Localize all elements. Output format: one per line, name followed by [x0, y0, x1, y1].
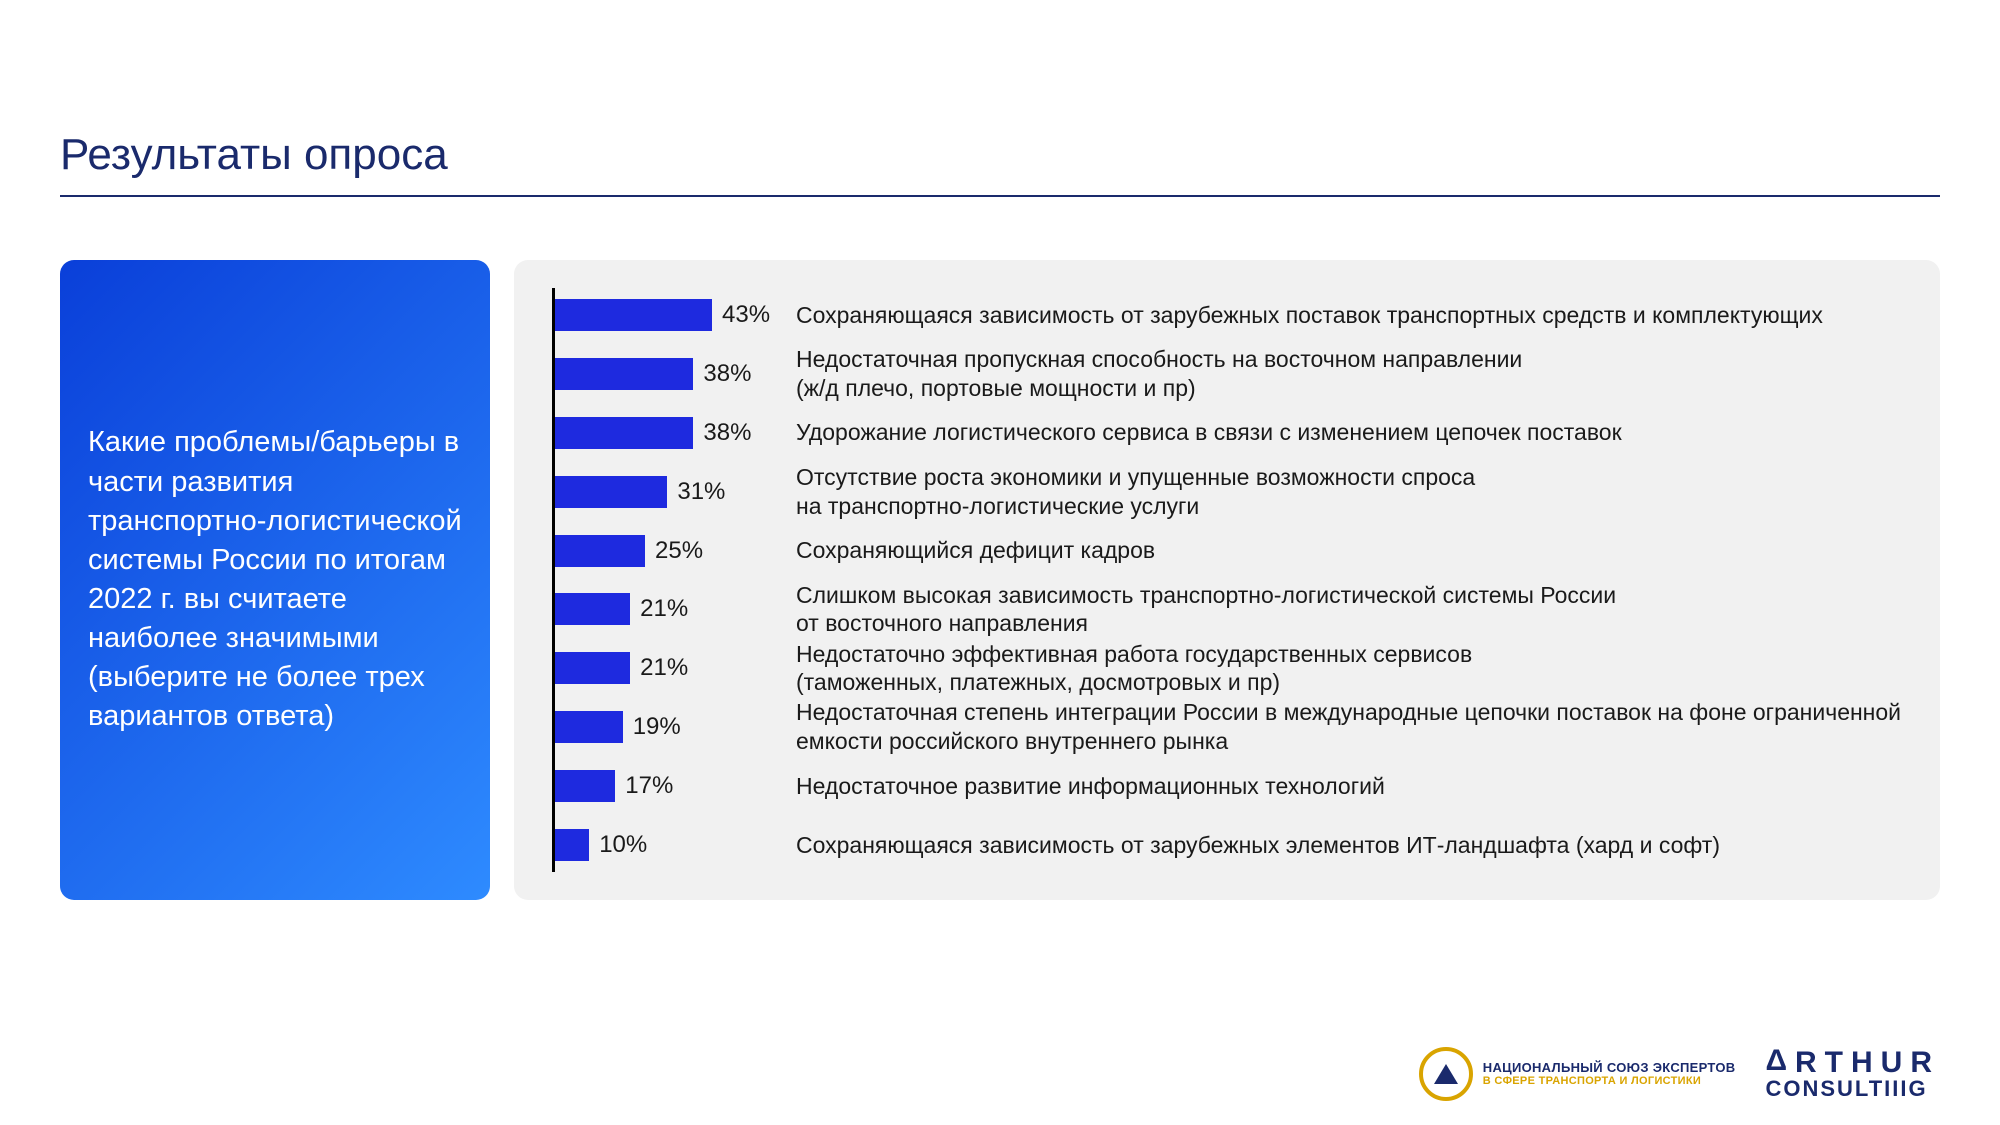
bar-area: 38%: [552, 417, 782, 449]
bar-value-label: 38%: [703, 419, 763, 447]
bar: [552, 417, 693, 449]
chart-box: 43% Сохраняющаяся зависимость от зарубежн…: [514, 260, 1940, 900]
logo1-line1: НАЦИОНАЛЬНЫЙ СОЮЗ ЭКСПЕРТОВ: [1483, 1061, 1736, 1074]
logo-arthur-consulting: ΔRTHUR CONSULTIIIG: [1765, 1048, 1940, 1100]
bar: [552, 358, 693, 390]
page-title: Результаты опроса: [60, 130, 448, 180]
bar-area: 38%: [552, 358, 782, 390]
logo-ring-icon: [1419, 1047, 1473, 1101]
title-underline: [60, 195, 1940, 197]
bar-row-label: Отсутствие роста экономики и упущенные в…: [796, 463, 1475, 521]
bar-row-label: Сохраняющаяся зависимость от зарубежных …: [796, 831, 1720, 860]
chart-row: 17% Недостаточное развитие информационных…: [552, 759, 1910, 813]
bar-area: 10%: [552, 829, 782, 861]
bar-row-label: Недостаточное развитие информационных те…: [796, 772, 1385, 801]
logo1-text: НАЦИОНАЛЬНЫЙ СОЮЗ ЭКСПЕРТОВ В СФЕРЕ ТРАН…: [1483, 1061, 1736, 1087]
bar-value-label: 31%: [677, 478, 737, 506]
chart-row: 21% Недостаточно эффективная работа госуд…: [552, 641, 1910, 695]
logo-national-union: НАЦИОНАЛЬНЫЙ СОЮЗ ЭКСПЕРТОВ В СФЕРЕ ТРАН…: [1419, 1047, 1736, 1101]
chart-row: 19% Недостаточная степень интеграции Росс…: [552, 700, 1910, 754]
chart-rows: 43% Сохраняющаяся зависимость от зарубежн…: [552, 288, 1910, 872]
logo1-line2: В СФЕРЕ ТРАНСПОРТА И ЛОГИСТИКИ: [1483, 1076, 1736, 1087]
question-box: Какие проблемы/барьеры в части развития …: [60, 260, 490, 900]
chart-row: 31% Отсутствие роста экономики и упущенны…: [552, 465, 1910, 519]
bar-area: 21%: [552, 593, 782, 625]
bar: [552, 711, 623, 743]
question-text: Какие проблемы/барьеры в части развития …: [88, 423, 462, 736]
bar: [552, 535, 645, 567]
bar-value-label: 10%: [599, 831, 659, 859]
bar: [552, 593, 630, 625]
chart-row: 43% Сохраняющаяся зависимость от зарубежн…: [552, 288, 1910, 342]
logo2-line2: CONSULTIIIG: [1765, 1078, 1940, 1100]
bar-area: 25%: [552, 535, 782, 567]
logo-triangle-icon: [1434, 1064, 1458, 1084]
bar-area: 19%: [552, 711, 782, 743]
bar-row-label: Удорожание логистического сервиса в связ…: [796, 418, 1622, 447]
footer: НАЦИОНАЛЬНЫЙ СОЮЗ ЭКСПЕРТОВ В СФЕРЕ ТРАН…: [1419, 1047, 1940, 1101]
bar: [552, 476, 667, 508]
bar-area: 43%: [552, 299, 782, 331]
bar-row-label: Сохраняющаяся зависимость от зарубежных …: [796, 301, 1823, 330]
bar-area: 31%: [552, 476, 782, 508]
chart-y-axis: [552, 288, 555, 872]
bar-value-label: 43%: [722, 301, 782, 329]
bar: [552, 829, 589, 861]
bar-area: 17%: [552, 770, 782, 802]
bar: [552, 652, 630, 684]
chart-row: 10% Сохраняющаяся зависимость от зарубежн…: [552, 818, 1910, 872]
slide: Результаты опроса Какие проблемы/барьеры…: [0, 0, 2000, 1125]
bar-row-label: Недостаточно эффективная работа государс…: [796, 640, 1472, 698]
logo2-line1: ΔRTHUR: [1765, 1048, 1940, 1078]
chart-row: 38% Удорожание логистического сервиса в с…: [552, 406, 1910, 460]
chart-row: 38% Недостаточная пропускная способность …: [552, 347, 1910, 401]
bar-value-label: 21%: [640, 595, 700, 623]
bar-value-label: 19%: [633, 713, 693, 741]
bar: [552, 299, 712, 331]
bar-area: 21%: [552, 652, 782, 684]
bar-value-label: 17%: [625, 772, 685, 800]
chart-row: 21% Слишком высокая зависимость транспорт…: [552, 582, 1910, 636]
bar-row-label: Слишком высокая зависимость транспортно-…: [796, 581, 1616, 639]
content-area: Какие проблемы/барьеры в части развития …: [60, 260, 1940, 900]
chart-row: 25% Сохраняющийся дефицит кадров: [552, 524, 1910, 578]
bar-row-label: Недостаточная степень интеграции России …: [796, 698, 1910, 756]
bar-row-label: Недостаточная пропускная способность на …: [796, 345, 1522, 403]
bar-value-label: 25%: [655, 537, 715, 565]
bar: [552, 770, 615, 802]
bar-value-label: 38%: [703, 360, 763, 388]
logo2-line1-text: RTHUR: [1795, 1046, 1940, 1079]
bar-value-label: 21%: [640, 654, 700, 682]
delta-icon: Δ: [1765, 1046, 1795, 1076]
bar-row-label: Сохраняющийся дефицит кадров: [796, 536, 1155, 565]
